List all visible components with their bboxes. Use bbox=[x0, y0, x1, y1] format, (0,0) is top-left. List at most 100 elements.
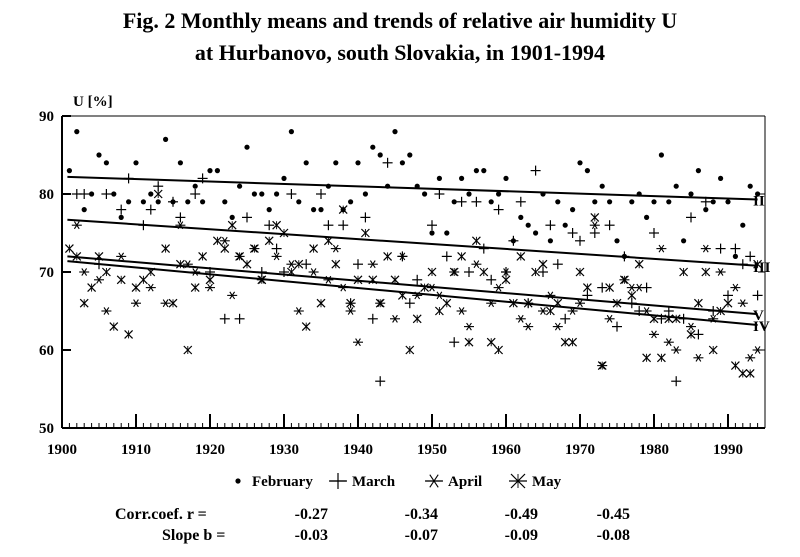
may-point-1937 bbox=[331, 259, 341, 269]
march-point-1951 bbox=[434, 189, 445, 199]
march-point-1958 bbox=[486, 274, 497, 285]
march-point-1952 bbox=[441, 251, 452, 262]
march-point-1992 bbox=[737, 259, 748, 270]
february-point-1920 bbox=[207, 168, 213, 174]
x-tick-label-1960: 1960 bbox=[491, 442, 521, 458]
february-point-1970 bbox=[577, 160, 583, 166]
may-point-1906 bbox=[101, 267, 111, 277]
march-point-1954 bbox=[456, 196, 467, 207]
may-point-1929 bbox=[272, 220, 282, 230]
april-point-1916 bbox=[175, 221, 186, 230]
trend-label-V: V bbox=[753, 308, 764, 324]
february-point-1971 bbox=[584, 168, 591, 174]
may-point-1913 bbox=[153, 189, 163, 199]
march-point-1986 bbox=[693, 329, 704, 340]
may-point-1904 bbox=[87, 283, 97, 293]
may-point-1970 bbox=[575, 267, 585, 277]
march-point-1925 bbox=[242, 212, 252, 223]
may-point-1979 bbox=[642, 353, 652, 363]
april-point-1981 bbox=[656, 244, 667, 253]
february-point-1948 bbox=[414, 183, 420, 189]
february-point-1957 bbox=[481, 168, 487, 174]
april-point-1954 bbox=[456, 307, 467, 315]
february-point-1992 bbox=[740, 222, 746, 228]
february-point-1911 bbox=[140, 199, 146, 205]
may-point-1942 bbox=[368, 275, 378, 285]
april-point-1960 bbox=[501, 268, 511, 276]
april-point-1978 bbox=[634, 283, 645, 292]
march-point-1916 bbox=[175, 212, 186, 223]
march-point-1919 bbox=[197, 173, 208, 184]
corr-value-february: -0.27 bbox=[294, 506, 328, 523]
may-point-1910 bbox=[131, 283, 141, 293]
april-point-1958 bbox=[486, 299, 497, 308]
april-point-1910 bbox=[131, 299, 141, 308]
march-point-1920 bbox=[205, 267, 215, 277]
february-point-1924 bbox=[237, 183, 243, 189]
y-tick-label-90: 90 bbox=[39, 109, 54, 125]
april-point-1902 bbox=[71, 221, 82, 230]
february-point-1936 bbox=[325, 183, 331, 189]
trend-line-II bbox=[67, 175, 758, 201]
april-point-1991 bbox=[730, 283, 741, 292]
may-point-1919 bbox=[198, 251, 208, 261]
april-point-1980 bbox=[649, 330, 659, 339]
may-point-1994 bbox=[753, 259, 763, 269]
may-point-1962 bbox=[516, 251, 526, 261]
february-point-1901 bbox=[66, 168, 72, 174]
corr-value-march: -0.34 bbox=[404, 506, 438, 523]
april-point-1950 bbox=[427, 283, 437, 292]
march-point-1922 bbox=[219, 313, 230, 324]
may-point-1980 bbox=[649, 314, 659, 324]
april-point-1942 bbox=[367, 260, 378, 269]
march-point-1993 bbox=[745, 251, 756, 262]
slope-value-may: -0.08 bbox=[596, 527, 630, 544]
february-point-1951 bbox=[436, 175, 442, 181]
may-point-1984 bbox=[679, 267, 689, 277]
march-point-1975 bbox=[612, 321, 622, 332]
march-point-1930 bbox=[279, 267, 289, 277]
april-point-1920 bbox=[205, 283, 215, 292]
february-point-1989 bbox=[718, 175, 724, 181]
february-point-1947 bbox=[407, 152, 413, 158]
february-point-1907 bbox=[111, 191, 117, 197]
x-tick-label-1940: 1940 bbox=[343, 442, 373, 458]
february-point-1974 bbox=[607, 199, 613, 205]
february-point-1922 bbox=[222, 199, 228, 205]
may-point-1965 bbox=[538, 259, 548, 269]
series-march bbox=[71, 157, 763, 387]
february-point-1903 bbox=[81, 207, 87, 213]
may-point-1972 bbox=[590, 212, 600, 222]
may-point-1912 bbox=[146, 267, 156, 277]
may-point-1993 bbox=[745, 368, 755, 378]
april-point-1992 bbox=[737, 299, 748, 308]
march-point-1964 bbox=[530, 165, 541, 176]
march-point-1971 bbox=[582, 290, 593, 301]
february-point-1962 bbox=[518, 214, 524, 220]
february-point-1966 bbox=[547, 238, 554, 244]
february-point-1980 bbox=[651, 199, 657, 205]
may-point-1966 bbox=[545, 306, 555, 316]
april-point-1905 bbox=[94, 275, 104, 284]
may-point-1975 bbox=[612, 298, 622, 308]
may-point-1902 bbox=[72, 251, 82, 261]
march-point-1938 bbox=[338, 220, 349, 231]
april-point-1986 bbox=[693, 353, 704, 362]
february-point-1930 bbox=[281, 175, 287, 181]
may-point-1917 bbox=[183, 345, 193, 355]
february-point-1950 bbox=[429, 230, 435, 236]
april-point-1937 bbox=[330, 244, 341, 253]
march-point-1990 bbox=[723, 290, 733, 301]
may-point-1921 bbox=[212, 236, 222, 246]
february-point-1960 bbox=[503, 175, 509, 181]
march-point-1981 bbox=[656, 313, 667, 324]
february-point-1932 bbox=[296, 199, 302, 205]
march-point-1912 bbox=[145, 204, 156, 215]
may-point-1905 bbox=[94, 251, 104, 261]
may-point-1957 bbox=[479, 267, 489, 277]
march-point-1989 bbox=[715, 243, 726, 254]
may-point-1941 bbox=[360, 228, 370, 238]
may-point-1991 bbox=[730, 361, 740, 371]
y-tick-label-70: 70 bbox=[39, 265, 54, 281]
x-tick-label-1920: 1920 bbox=[195, 442, 225, 458]
